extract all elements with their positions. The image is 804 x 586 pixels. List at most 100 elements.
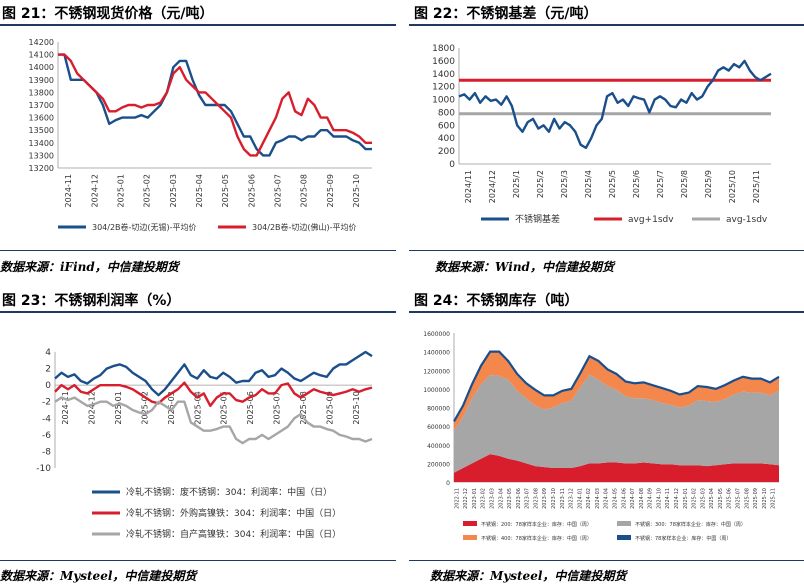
y-tick-label: 13300 bbox=[29, 151, 54, 160]
x-tick-label: 2023-01 bbox=[472, 488, 478, 509]
divider-bottom-left bbox=[0, 311, 396, 313]
y-tick-label: 4 bbox=[45, 348, 51, 358]
x-tick-label: 2024-11 bbox=[665, 488, 671, 509]
legend-swatch bbox=[463, 521, 477, 526]
divider-mid-right bbox=[409, 250, 804, 251]
x-tick-label: 2025-06 bbox=[246, 391, 255, 424]
x-tick-label: 2025-04 bbox=[195, 174, 204, 207]
x-tick-label: 2025/4 bbox=[584, 170, 593, 198]
y-tick-label: 0 bbox=[449, 160, 455, 170]
y-tick-label: 13500 bbox=[29, 126, 54, 135]
divider-foot-right bbox=[409, 560, 804, 561]
x-tick-label: 2025/7 bbox=[656, 170, 665, 198]
y-tick-label: 14000 bbox=[29, 63, 54, 72]
y-tick-label: -10 bbox=[36, 464, 51, 474]
y-tick-label: 200 bbox=[438, 147, 455, 157]
divider-foot-left bbox=[0, 560, 396, 561]
x-tick-label: 2025-01 bbox=[683, 488, 689, 509]
x-tick-label: 2025-10 bbox=[762, 488, 768, 509]
total-line-series bbox=[453, 350, 780, 423]
line-series bbox=[58, 53, 372, 157]
x-tick-label: 2024/11 bbox=[464, 170, 473, 203]
x-tick-label: 2025-05 bbox=[718, 488, 724, 509]
x-tick-label: 2024-11 bbox=[61, 391, 70, 424]
x-tick-label: 2025-07 bbox=[735, 488, 741, 509]
y-tick-label: -4 bbox=[42, 414, 51, 424]
legend-label: 不锈钢：200：78家样本企业：库存：中国（周） bbox=[481, 521, 592, 528]
x-tick-label: 2025/11 bbox=[752, 170, 761, 203]
y-tick-label: 400000 bbox=[427, 443, 450, 450]
x-tick-label: 2023-08 bbox=[533, 488, 539, 509]
x-tick-label: 2024-12 bbox=[88, 391, 97, 424]
x-tick-label: 2024-05 bbox=[613, 488, 619, 509]
x-tick-label: 2024-09 bbox=[648, 488, 654, 509]
x-tick-label: 2025/6 bbox=[632, 170, 641, 198]
area-series bbox=[454, 351, 779, 431]
line-series bbox=[54, 350, 373, 397]
y-tick-label: 13700 bbox=[29, 101, 54, 110]
x-tick-label: 2025-09 bbox=[753, 488, 759, 509]
x-tick-label: 2025-07 bbox=[273, 174, 282, 207]
x-tick-label: 2025/1 bbox=[512, 170, 521, 198]
legend-label: 冷轧不锈钢：外购高镍铁：304：利润率：中国（日） bbox=[126, 507, 341, 519]
divider-mid-left bbox=[0, 250, 396, 251]
legend-label: avg-1sdv bbox=[726, 215, 768, 225]
x-tick-label: 2023-03 bbox=[490, 488, 496, 509]
y-tick-label: 0 bbox=[45, 381, 51, 391]
line-series bbox=[458, 59, 772, 150]
x-tick-label: 2023-02 bbox=[481, 488, 487, 509]
x-tick-label: 2022-12 bbox=[463, 488, 469, 509]
legend-label: 冷轧不锈钢：废不锈钢：304：利润率：中国（日） bbox=[126, 486, 332, 498]
x-tick-label: 2024/12 bbox=[488, 170, 497, 203]
source-note-24: 数据来源：Mysteel，中信建投期货 bbox=[430, 569, 627, 583]
y-tick-label: 1400 bbox=[432, 70, 455, 80]
x-tick-label: 2025-10 bbox=[352, 174, 361, 207]
divider-top-right bbox=[409, 24, 804, 26]
y-tick-label: 800 bbox=[438, 108, 455, 118]
x-tick-label: 2025-03 bbox=[169, 174, 178, 207]
legend-label: 冷轧不锈钢：自产高镍铁：304：利润率：中国（日） bbox=[126, 528, 341, 540]
x-tick-label: 2025-07 bbox=[273, 391, 282, 424]
y-tick-label: 1600 bbox=[432, 57, 455, 67]
chart-title-22: 图 22：不锈钢基差（元/吨） bbox=[414, 6, 598, 22]
y-tick-label: -2 bbox=[42, 398, 51, 408]
source-note-23: 数据来源：Mysteel，中信建投期货 bbox=[0, 569, 197, 583]
x-tick-label: 2023-10 bbox=[551, 488, 557, 509]
legend-label: 304/2B卷-切边(佛山)-平均价 bbox=[252, 222, 357, 232]
chart-title-21: 图 21：不锈钢现货价格（元/吨） bbox=[2, 6, 214, 22]
x-tick-label: 2025-03 bbox=[167, 391, 176, 424]
y-tick-label: 0 bbox=[446, 480, 450, 487]
x-tick-label: 2025-01 bbox=[116, 174, 125, 207]
x-tick-label: 2025-10 bbox=[352, 391, 361, 424]
x-tick-label: 2025-09 bbox=[325, 391, 334, 424]
x-tick-label: 2024-06 bbox=[621, 488, 627, 509]
x-tick-label: 2025/2 bbox=[536, 170, 545, 198]
x-tick-label: 2025/8 bbox=[680, 170, 689, 198]
x-tick-label: 2025-06 bbox=[727, 488, 733, 509]
x-tick-label: 2023-12 bbox=[569, 488, 575, 509]
x-tick-label: 2025-02 bbox=[692, 488, 698, 509]
x-tick-label: 2024-02 bbox=[586, 488, 592, 509]
source-note-22: 数据来源：Wind，中信建投期货 bbox=[435, 260, 614, 274]
y-tick-label: 13800 bbox=[29, 88, 54, 97]
y-tick-label: 1000 bbox=[432, 96, 455, 106]
x-tick-label: 2025/5 bbox=[608, 170, 617, 198]
y-tick-label: 14200 bbox=[29, 38, 54, 47]
y-tick-label: 2 bbox=[45, 365, 51, 375]
y-tick-label: 1400000 bbox=[423, 350, 450, 357]
chart-spot-price: 13200 13300 13400 13500 13600 13700 13800 13900… bbox=[29, 38, 372, 232]
y-tick-label: 600000 bbox=[427, 424, 450, 431]
y-tick-label: 13600 bbox=[29, 114, 54, 123]
x-tick-label: 2024-01 bbox=[577, 488, 583, 509]
chart-profit-margin: -10 -8 -6 -4 -2 0 2 4 2024-11 2024-12 2025-01 2025-… bbox=[36, 348, 373, 540]
y-tick-label: 600 bbox=[438, 121, 455, 131]
y-tick-label: 1200 bbox=[432, 83, 455, 93]
x-tick-label: 2025-03 bbox=[700, 488, 706, 509]
line-series bbox=[58, 53, 372, 157]
area-series bbox=[454, 374, 779, 473]
legend-label: 304/2B卷-切边(无锡)-平均价 bbox=[92, 222, 197, 232]
y-tick-label: 200000 bbox=[427, 461, 450, 468]
x-tick-label: 2023-04 bbox=[498, 488, 504, 509]
x-tick-label: 2024-10 bbox=[656, 488, 662, 509]
source-note-21: 数据来源：iFind，中信建投期货 bbox=[0, 260, 179, 274]
